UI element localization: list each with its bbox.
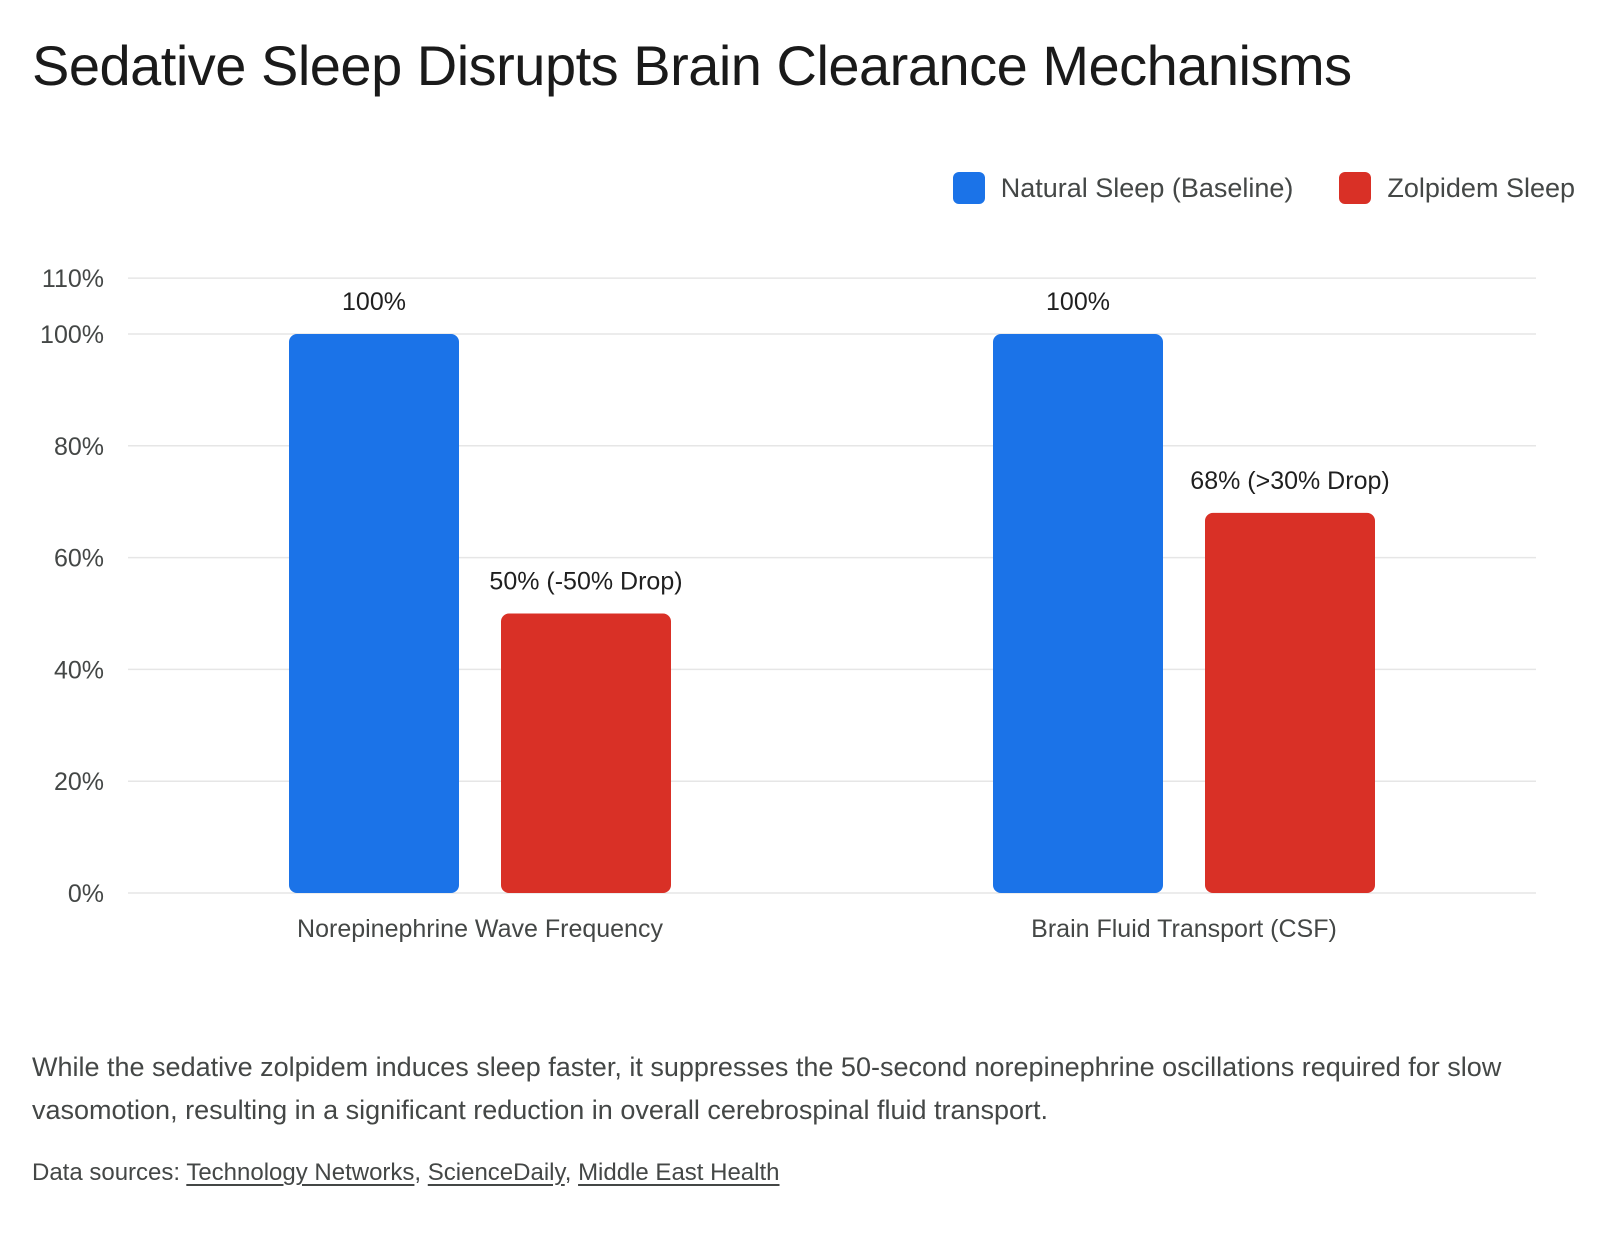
bar-zolpidem-sleep — [1205, 512, 1375, 893]
bar-zolpidem-sleep — [501, 613, 671, 893]
y-tick-label: 80% — [54, 433, 104, 461]
bar-natural-sleep-baseline — [993, 334, 1163, 893]
x-category-label: Brain Fluid Transport (CSF) — [1031, 915, 1337, 943]
sources-separator: , — [414, 1159, 428, 1186]
y-tick-label: 100% — [40, 321, 104, 349]
legend-item-zolpidem-sleep: Zolpidem Sleep — [1339, 172, 1575, 204]
source-link-sciencedaily[interactable]: ScienceDaily — [427, 1159, 565, 1186]
y-tick-label: 0% — [68, 880, 104, 908]
x-category-label: Norepinephrine Wave Frequency — [297, 915, 663, 943]
chart-caption: While the sedative zolpidem induces slee… — [32, 1052, 1502, 1125]
legend-swatch-natural-sleep — [952, 172, 985, 204]
bar-natural-sleep-baseline — [289, 334, 459, 893]
legend-label-natural-sleep: Natural Sleep (Baseline) — [1000, 172, 1294, 203]
chart-title: Sedative Sleep Disrupts Brain Clearance … — [32, 34, 1352, 97]
source-link-technology-networks[interactable]: Technology Networks — [186, 1159, 415, 1186]
source-link-middle-east-health[interactable]: Middle East Health — [578, 1159, 780, 1186]
legend-item-natural-sleep: Natural Sleep (Baseline) — [952, 172, 1294, 204]
bar-chart: 0% 20% 40% 60% 80% 100% 110% 100% 50% (-50% Drop… — [40, 265, 1536, 943]
chart-legend: Natural Sleep (Baseline) Zolpidem Sleep — [952, 172, 1575, 204]
legend-label-zolpidem-sleep: Zolpidem Sleep — [1387, 172, 1575, 203]
data-sources: Data sources: Technology Networks, Scien… — [32, 1156, 780, 1190]
y-tick-label: 20% — [54, 768, 104, 796]
sources-prefix: Data sources: — [32, 1159, 187, 1186]
sources-separator: , — [564, 1159, 579, 1186]
data-label: 100% — [342, 288, 406, 316]
y-tick-label: 60% — [54, 545, 104, 573]
y-tick-label: 110% — [42, 265, 104, 293]
data-label: 100% — [1046, 288, 1110, 316]
data-label: 50% (-50% Drop) — [489, 568, 682, 596]
y-tick-label: 40% — [54, 656, 104, 684]
data-label: 68% (>30% Drop) — [1190, 467, 1389, 495]
legend-swatch-zolpidem-sleep — [1339, 172, 1372, 204]
